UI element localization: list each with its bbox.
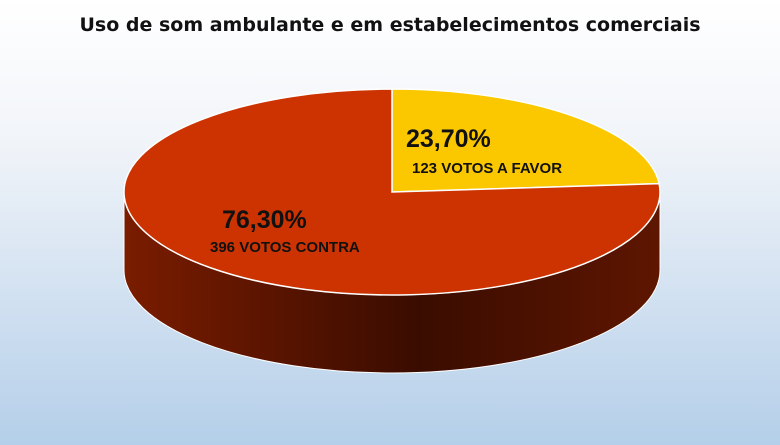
slice-favor xyxy=(391,88,661,193)
slice-contra xyxy=(123,88,661,296)
slice-contra-percent-label: 76,30% xyxy=(222,206,307,234)
chart-title: Uso de som ambulante e em estabeleciment… xyxy=(79,14,701,36)
pie-top xyxy=(123,88,661,296)
slice-favor-percent-label: 23,70% xyxy=(406,125,491,153)
slice-contra-votes-label: 396 VOTOS CONTRA xyxy=(210,239,360,256)
slice-favor-votes-label: 123 VOTOS A FAVOR xyxy=(412,160,562,177)
